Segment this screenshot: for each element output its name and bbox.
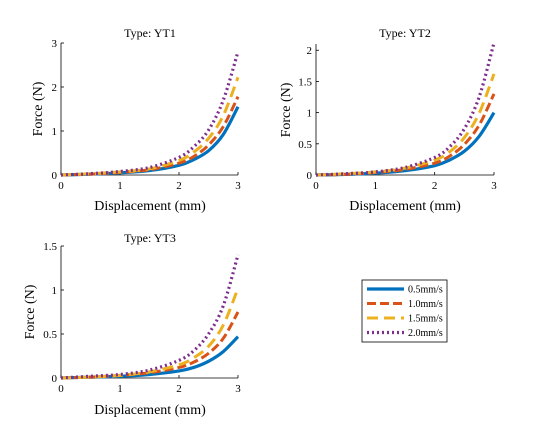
chart-panel-yt3: Type: YT3 Displacement (mm) Force (N) 0 1… <box>23 231 241 418</box>
legend-entry: 1.5mm/s <box>408 314 443 325</box>
series-line-20mms <box>315 42 496 177</box>
series-line-15mms <box>60 76 240 177</box>
legend-entry: 2.0mm/s <box>408 328 443 339</box>
chart-title: Type: YT2 <box>379 26 431 40</box>
y-tick-label: 1.5 <box>298 76 312 88</box>
chart-title: Type: YT1 <box>124 26 176 40</box>
x-tick-label: 3 <box>235 180 241 192</box>
y-tick-label: 0.5 <box>43 329 57 341</box>
series-line-10mms <box>60 96 240 177</box>
x-tick-label: 2 <box>176 383 182 395</box>
legend-entry: 0.5mm/s <box>408 285 443 296</box>
x-tick-label: 3 <box>235 383 241 395</box>
x-tick-label: 2 <box>176 180 182 192</box>
y-axis-label: Force (N) <box>279 82 294 137</box>
series-line-20mms <box>60 254 240 380</box>
x-axis-label: Displacement (mm) <box>349 199 461 214</box>
y-tick-label: 1 <box>52 126 58 138</box>
legend: 0.5mm/s 1.0mm/s 1.5mm/s 2.0mm/s <box>361 279 448 343</box>
series-line-10mms <box>315 93 496 177</box>
y-tick-label: 2 <box>307 45 313 57</box>
series-line-15mms <box>315 73 496 177</box>
y-tick-label: 3 <box>52 38 58 50</box>
series-line-20mms <box>60 51 240 177</box>
x-axis-label: Displacement (mm) <box>94 403 206 418</box>
series-line-10mms <box>60 311 240 380</box>
x-tick-label: 3 <box>491 180 497 192</box>
chart-panel-yt2: Type: YT2 Displacement (mm) Force (N) 0 1… <box>279 26 497 214</box>
chart-panel-yt1: Type: YT1 Displacement (mm) Force (N) 0 1… <box>31 26 241 214</box>
chart-title: Type: YT3 <box>124 231 176 245</box>
y-axis-label: Force (N) <box>23 284 38 339</box>
x-tick-label: 0 <box>313 180 319 192</box>
y-tick-label: 0 <box>307 170 313 182</box>
y-tick-label: 1 <box>52 285 58 297</box>
x-tick-label: 1 <box>117 383 123 395</box>
x-tick-label: 0 <box>58 180 64 192</box>
y-tick-label: 0 <box>52 170 58 182</box>
y-tick-label: 1.5 <box>43 241 57 253</box>
x-axis-label: Displacement (mm) <box>94 199 206 214</box>
x-tick-label: 1 <box>117 180 123 192</box>
y-tick-label: 0.5 <box>298 139 312 151</box>
x-tick-label: 1 <box>373 180 379 192</box>
series-line-15mms <box>60 287 240 380</box>
y-axis-label: Force (N) <box>31 81 46 136</box>
legend-entry: 1.0mm/s <box>408 299 443 310</box>
y-tick-label: 2 <box>52 82 58 94</box>
x-tick-label: 0 <box>58 383 64 395</box>
x-tick-label: 2 <box>432 180 438 192</box>
y-tick-label: 1 <box>307 108 313 120</box>
y-tick-label: 0 <box>52 373 58 385</box>
